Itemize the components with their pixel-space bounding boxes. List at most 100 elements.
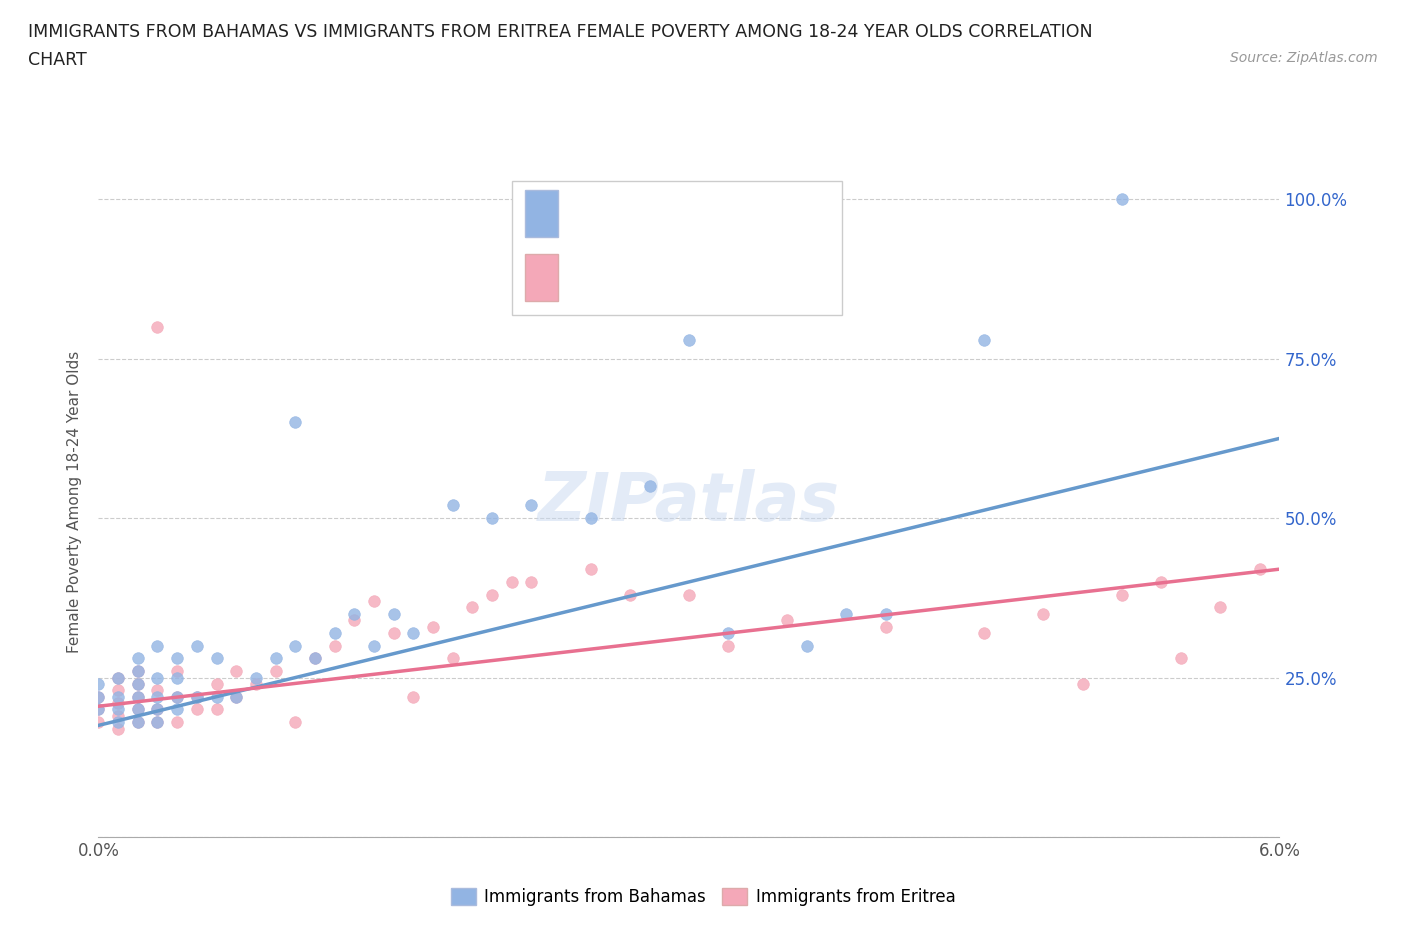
Point bbox=[205, 651, 228, 666]
Point bbox=[146, 683, 169, 698]
Point bbox=[441, 651, 464, 666]
Point bbox=[264, 651, 287, 666]
Text: IMMIGRANTS FROM BAHAMAS VS IMMIGRANTS FROM ERITREA FEMALE POVERTY AMONG 18-24 YE: IMMIGRANTS FROM BAHAMAS VS IMMIGRANTS FR… bbox=[28, 23, 1092, 41]
Point bbox=[87, 702, 110, 717]
Point bbox=[225, 689, 247, 704]
Point bbox=[501, 575, 523, 590]
Point bbox=[127, 702, 149, 717]
Point bbox=[520, 575, 543, 590]
Point bbox=[87, 689, 110, 704]
Point bbox=[146, 319, 169, 334]
Point bbox=[107, 721, 129, 736]
Point bbox=[127, 702, 149, 717]
Point bbox=[107, 696, 129, 711]
Point bbox=[264, 664, 287, 679]
Legend: Immigrants from Bahamas, Immigrants from Eritrea: Immigrants from Bahamas, Immigrants from… bbox=[444, 881, 962, 912]
Point bbox=[619, 587, 641, 602]
Point bbox=[304, 651, 326, 666]
Point bbox=[1111, 587, 1133, 602]
Point bbox=[107, 702, 129, 717]
Point bbox=[638, 479, 661, 494]
Point bbox=[678, 587, 700, 602]
Point bbox=[245, 676, 267, 691]
Point bbox=[166, 689, 188, 704]
Point bbox=[717, 638, 740, 653]
Point bbox=[146, 689, 169, 704]
Point bbox=[205, 689, 228, 704]
Point bbox=[796, 638, 818, 653]
Point bbox=[127, 664, 149, 679]
Point bbox=[520, 498, 543, 512]
Point bbox=[402, 626, 425, 641]
Point bbox=[186, 702, 208, 717]
Point bbox=[127, 676, 149, 691]
Point bbox=[284, 415, 307, 430]
Point bbox=[186, 638, 208, 653]
Point bbox=[441, 498, 464, 512]
Point bbox=[127, 651, 149, 666]
Point bbox=[186, 689, 208, 704]
Point bbox=[107, 671, 129, 685]
Point bbox=[1071, 676, 1094, 691]
Point bbox=[284, 715, 307, 730]
Point bbox=[107, 709, 129, 724]
Point bbox=[146, 671, 169, 685]
Point bbox=[146, 715, 169, 730]
Text: CHART: CHART bbox=[28, 51, 87, 69]
Point bbox=[481, 587, 503, 602]
Point bbox=[678, 332, 700, 347]
Point bbox=[87, 702, 110, 717]
Point bbox=[146, 638, 169, 653]
Point bbox=[127, 715, 149, 730]
Point bbox=[382, 626, 405, 641]
Text: Source: ZipAtlas.com: Source: ZipAtlas.com bbox=[1230, 51, 1378, 65]
Point bbox=[107, 683, 129, 698]
Point bbox=[166, 651, 188, 666]
Point bbox=[166, 702, 188, 717]
Y-axis label: Female Poverty Among 18-24 Year Olds: Female Poverty Among 18-24 Year Olds bbox=[67, 352, 83, 654]
Point bbox=[1032, 606, 1054, 621]
Point bbox=[225, 689, 247, 704]
Point bbox=[127, 676, 149, 691]
Point bbox=[461, 600, 484, 615]
Point bbox=[127, 664, 149, 679]
Point bbox=[245, 671, 267, 685]
Point bbox=[225, 664, 247, 679]
Point bbox=[973, 332, 995, 347]
Point bbox=[343, 606, 366, 621]
Point bbox=[579, 511, 602, 525]
Point bbox=[422, 619, 444, 634]
Point bbox=[481, 511, 503, 525]
Point bbox=[323, 626, 346, 641]
Point bbox=[166, 664, 188, 679]
Point bbox=[363, 638, 385, 653]
Text: ZIPatlas: ZIPatlas bbox=[538, 470, 839, 535]
Point bbox=[107, 715, 129, 730]
Point bbox=[835, 606, 858, 621]
Point bbox=[284, 638, 307, 653]
Point bbox=[304, 651, 326, 666]
Point bbox=[1209, 600, 1232, 615]
Point bbox=[973, 626, 995, 641]
Point bbox=[166, 715, 188, 730]
Point bbox=[363, 593, 385, 608]
Point bbox=[323, 638, 346, 653]
Point bbox=[875, 606, 897, 621]
Point bbox=[186, 689, 208, 704]
Point bbox=[579, 562, 602, 577]
Point bbox=[1170, 651, 1192, 666]
Point bbox=[107, 689, 129, 704]
Point bbox=[382, 606, 405, 621]
Point bbox=[1150, 575, 1173, 590]
Point bbox=[146, 702, 169, 717]
Point bbox=[875, 619, 897, 634]
Point bbox=[343, 613, 366, 628]
Point bbox=[776, 613, 799, 628]
Point bbox=[402, 689, 425, 704]
Point bbox=[146, 715, 169, 730]
Point bbox=[1249, 562, 1271, 577]
Point bbox=[205, 676, 228, 691]
Point bbox=[1111, 192, 1133, 206]
Point bbox=[146, 702, 169, 717]
Point bbox=[205, 702, 228, 717]
